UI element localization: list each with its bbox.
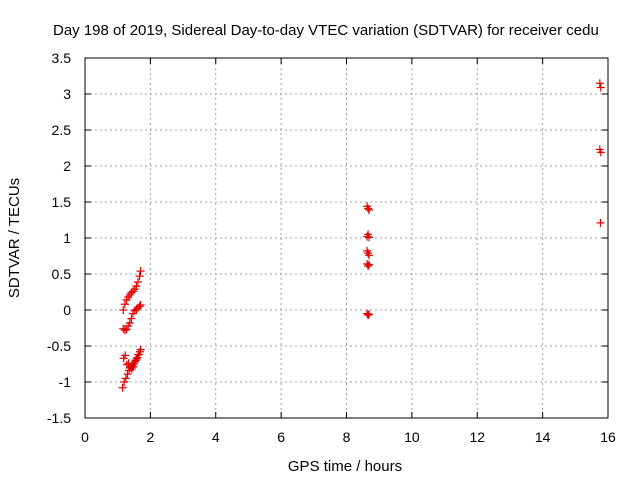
- grid-lines: [85, 58, 608, 418]
- data-point: [120, 326, 129, 335]
- data-point: [129, 362, 138, 371]
- x-tick-label: 4: [212, 429, 220, 445]
- y-tick-label: 2.5: [52, 122, 72, 138]
- data-point: [136, 300, 145, 309]
- data-point: [365, 251, 374, 260]
- data-point: [124, 359, 133, 368]
- data-point: [126, 363, 135, 372]
- data-point: [132, 354, 141, 363]
- data-points: [118, 79, 605, 392]
- x-tick-labels: 0 2 4 6 8 10 12 14 16: [81, 429, 616, 445]
- y-tick-labels: -1.5 -1 -0.5 0 0.5 1 1.5 2 2.5 3 3.5: [47, 50, 71, 426]
- data-point: [365, 310, 374, 319]
- data-point: [595, 79, 604, 88]
- y-tick-label: 0.5: [52, 266, 72, 282]
- y-tick-label: 2: [63, 158, 71, 174]
- y-tick-label: -1.5: [47, 410, 71, 426]
- data-point: [596, 218, 605, 227]
- y-tick-label: 1.5: [52, 194, 72, 210]
- data-point: [121, 374, 130, 383]
- data-point: [120, 300, 129, 309]
- data-point: [364, 311, 373, 320]
- data-point: [135, 347, 144, 356]
- x-axis-label: GPS time / hours: [288, 458, 402, 475]
- x-tick-label: 14: [535, 429, 551, 445]
- y-tick-label: -0.5: [47, 338, 71, 354]
- data-point: [363, 246, 372, 255]
- y-tick-label: 1: [63, 230, 71, 246]
- data-point: [365, 260, 374, 269]
- x-tick-label: 2: [146, 429, 154, 445]
- x-tick-label: 16: [600, 429, 616, 445]
- data-point: [125, 318, 134, 327]
- x-tick-label: 8: [343, 429, 351, 445]
- data-point: [119, 306, 128, 314]
- data-point: [132, 282, 141, 291]
- data-point: [133, 277, 142, 286]
- data-point: [363, 259, 372, 268]
- y-tick-label: 3.5: [52, 50, 72, 66]
- data-point: [365, 205, 374, 214]
- data-point: [127, 288, 136, 297]
- x-tick-label: 10: [404, 429, 420, 445]
- data-point: [596, 148, 605, 157]
- data-point: [596, 83, 605, 92]
- data-point: [135, 302, 144, 311]
- x-tick-label: 12: [469, 429, 485, 445]
- data-point: [136, 267, 145, 276]
- data-point: [363, 202, 372, 211]
- x-tick-label: 6: [277, 429, 285, 445]
- chart-title: Day 198 of 2019, Sidereal Day-to-day VTE…: [53, 22, 599, 39]
- y-tick-label: -1: [59, 374, 72, 390]
- data-point: [123, 370, 132, 379]
- data-point: [364, 262, 373, 271]
- y-tick-label: 3: [63, 86, 71, 102]
- y-axis-label: SDTVAR / TECUs: [6, 178, 23, 298]
- axis-ticks: [84, 57, 609, 419]
- data-point: [363, 232, 372, 241]
- data-point: [120, 378, 129, 386]
- y-tick-label: 0: [63, 302, 71, 318]
- data-point: [121, 351, 130, 360]
- data-point: [127, 314, 136, 323]
- data-point: [135, 272, 144, 281]
- data-point: [122, 325, 131, 334]
- data-point: [365, 233, 374, 242]
- data-point: [119, 324, 128, 333]
- data-point: [364, 249, 373, 258]
- data-point: [364, 204, 373, 213]
- data-point: [118, 383, 127, 392]
- x-tick-label: 0: [81, 429, 89, 445]
- data-point: [363, 309, 372, 318]
